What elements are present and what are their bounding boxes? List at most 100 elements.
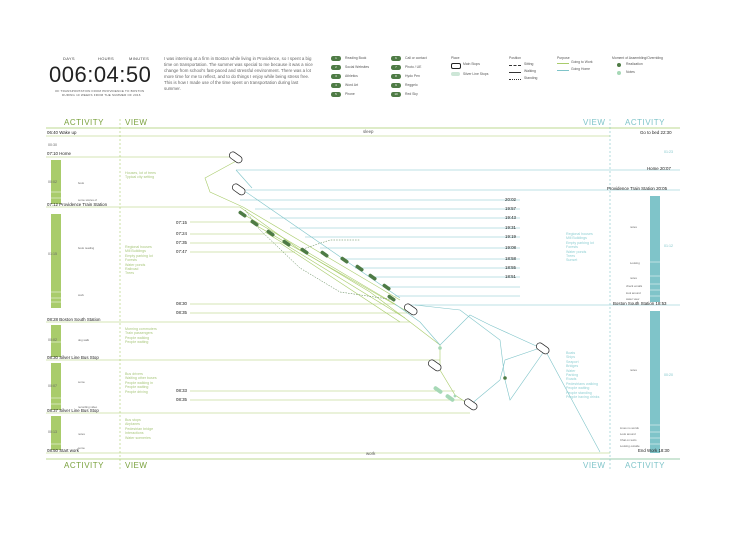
legend-activity-pill: 9 — [391, 83, 401, 88]
bar-label-r7: notes — [630, 368, 637, 372]
bar-label-l9: some — [78, 446, 85, 450]
legend-activity-item: 4 Word Art — [331, 83, 358, 88]
view-note: Bridges — [566, 364, 579, 369]
bar-label-l6: some — [78, 380, 85, 384]
view-note: Train passengers — [125, 331, 153, 336]
view-note: People walking in — [125, 380, 153, 385]
bar-label-r1: notes — [630, 225, 637, 229]
view-note: Boats — [566, 351, 576, 355]
view-title-top-right: VIEW — [583, 118, 606, 127]
activity-title-top-right: ACTIVITY — [625, 118, 666, 127]
left-event-providence: 07:12 Providence Train Station — [47, 202, 108, 207]
train-time-r6: 19:08 — [505, 245, 516, 250]
bar-label-r5: look around — [626, 291, 641, 295]
left-event-wakeup: 06:40 Wake up — [47, 130, 77, 135]
legend-activity-pill: 7 — [391, 65, 401, 70]
view-notes-right-2: Boats Ships Seaport Bridges Water Parking Road… — [566, 351, 599, 399]
right-event-end-work: End Work 18:30 — [638, 448, 670, 453]
sleep-label: sleep — [363, 129, 374, 134]
view-notes-left-3: Morning commuters Train passengers People … — [125, 327, 157, 345]
view-note: Mill Buildings — [566, 236, 587, 241]
view-note: People driving — [125, 389, 148, 394]
hours-label: HOURS — [98, 56, 114, 61]
left-duration-5: 00:07 — [48, 384, 57, 388]
view-note: Pedestrians walking — [566, 381, 598, 386]
train-time-r8: 18:55 — [505, 265, 516, 270]
legend-activity-item: 3 Athletics — [331, 74, 358, 79]
left-duration-6: 00:13 — [48, 430, 57, 434]
legend-activity-label: Athletics — [345, 74, 358, 79]
view-note: Empty parking lot — [125, 253, 153, 258]
standing-swatch — [509, 79, 521, 80]
view-note: People standing — [566, 390, 592, 395]
view-note: Seaport — [566, 359, 579, 364]
train-time-l6: 08:35 — [176, 310, 187, 315]
legend-activity-label: Call or contact — [405, 56, 427, 61]
legend-activity-label: Photo / UE — [405, 65, 422, 70]
train-time-l2: 07:24 — [176, 231, 187, 236]
legend-silver-stops: Silver Line Stops — [463, 72, 489, 76]
left-duration-1: 00:30 — [48, 143, 57, 147]
legend-activity-item: 6 Call or contact — [391, 56, 427, 61]
legend-activity-item: 1 Reading Book — [331, 56, 366, 61]
train-time-l3: 07:35 — [176, 240, 187, 245]
view-note: People walking — [125, 335, 150, 340]
train-time-r3: 19:43 — [505, 215, 516, 220]
to-home-swatch — [557, 70, 569, 71]
legend-activity-label: Word Art — [345, 83, 359, 88]
right-event-providence: Providence Train Station 20:05 — [607, 186, 668, 191]
view-note: Waiting other buses — [125, 376, 157, 381]
activity-title-top-left: ACTIVITY — [64, 118, 105, 127]
legend-activity-item: 9 Reggelo — [391, 83, 418, 88]
legend-notes: Notes — [626, 70, 635, 74]
view-note: Trees — [566, 254, 576, 259]
right-event-south-station: Boston South Station 18:53 — [613, 301, 667, 306]
view-note: People waiting — [566, 386, 590, 391]
train-time-l7: 08:33 — [176, 388, 187, 393]
legend-place-title: Place — [451, 56, 460, 60]
legend-realization: Realization — [626, 62, 643, 66]
timer-display: 006:04:50 — [49, 62, 152, 87]
view-note: Water — [566, 368, 576, 373]
view-note: Houses, lot of trees — [125, 171, 156, 175]
bar-label-r3: notes — [630, 276, 637, 280]
train-time-l4: 07:47 — [176, 249, 187, 254]
legend-standing: Standing — [524, 76, 538, 80]
train-time-r2: 19:57 — [505, 206, 516, 211]
legend-activity-label: Hydo Pen — [405, 74, 420, 79]
view-notes-left-1: Houses, lot of trees Typical city setting — [125, 171, 156, 180]
legend-activity-label: Red Sky — [405, 92, 418, 97]
legend-activity-pill: 4 — [331, 83, 341, 88]
legend-sitting: Sitting — [524, 62, 534, 66]
legend-activity-pill: 5 — [331, 92, 341, 97]
minutes-label: MINUTES — [129, 56, 150, 61]
view-note: Roads — [566, 377, 577, 382]
view-note: Pedestrian bridge — [125, 426, 154, 431]
view-note: Forests — [125, 258, 137, 263]
view-note: Water sceneries — [125, 435, 151, 440]
days-label: DAYS — [63, 56, 75, 61]
train-time-l1: 07:15 — [176, 220, 187, 225]
activity-title-bottom-left: ACTIVITY — [64, 461, 105, 470]
view-note: People waiting — [125, 385, 149, 390]
legend-moment-title: Moment of Assembling/Overriding — [612, 56, 663, 60]
legend-position-title: Position — [509, 56, 522, 60]
bar-label-r11: Looking outside — [620, 444, 640, 448]
legend-activity-pill: 1 — [331, 56, 341, 61]
view-note: Interactions — [125, 431, 144, 436]
view-title-bottom-left: VIEW — [125, 461, 148, 470]
sitting-swatch — [509, 65, 521, 66]
right-duration-1: 01:23 — [664, 150, 673, 154]
bar-label-l8: notes — [78, 432, 85, 436]
legend-to-home: Going Home — [571, 67, 591, 71]
legend-activity-pill: 6 — [391, 56, 401, 61]
train-time-r7: 18:58 — [505, 256, 516, 261]
bar-label-l4: work — [78, 293, 84, 297]
legend-purpose-title: Purpose — [557, 56, 570, 60]
right-event-home: Home 20:07 — [647, 166, 671, 171]
legend-activity-pill: 2 — [331, 65, 341, 70]
legend-activity-pill: 8 — [391, 74, 401, 79]
bar-label-r9: Look around — [620, 432, 636, 436]
view-note: People having drinks — [566, 395, 600, 400]
